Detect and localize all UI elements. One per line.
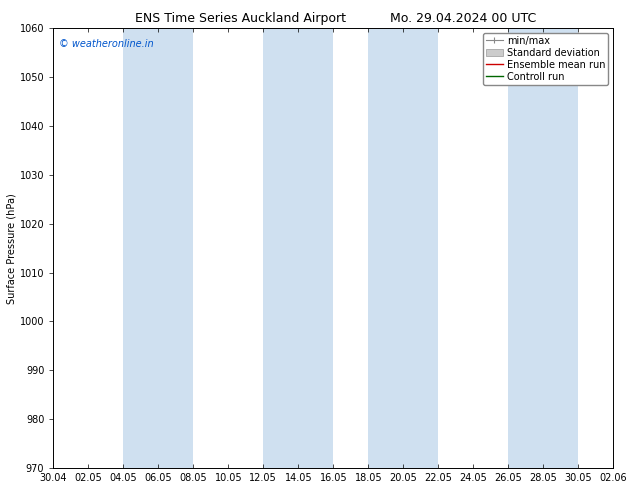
Text: © weatheronline.in: © weatheronline.in [59,39,153,49]
Bar [613,28,634,468]
Bar [368,28,438,468]
Bar [508,28,578,468]
Text: ENS Time Series Auckland Airport: ENS Time Series Auckland Airport [136,12,346,25]
Bar [124,28,193,468]
Y-axis label: Surface Pressure (hPa): Surface Pressure (hPa) [7,193,17,303]
Bar [263,28,333,468]
Text: Mo. 29.04.2024 00 UTC: Mo. 29.04.2024 00 UTC [390,12,536,25]
Legend: min/max, Standard deviation, Ensemble mean run, Controll run: min/max, Standard deviation, Ensemble me… [482,33,609,85]
